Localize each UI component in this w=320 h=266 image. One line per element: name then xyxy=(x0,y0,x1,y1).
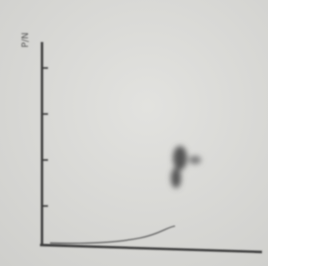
smudge-part xyxy=(189,156,201,164)
smudge-part xyxy=(173,146,187,170)
photo: P/N xyxy=(0,0,268,266)
axis-label: P/N xyxy=(21,32,31,47)
page: {"axis_label": "P/N"} P/N (() => { const… xyxy=(0,0,268,266)
background xyxy=(0,0,268,266)
smudge-part xyxy=(171,168,181,188)
